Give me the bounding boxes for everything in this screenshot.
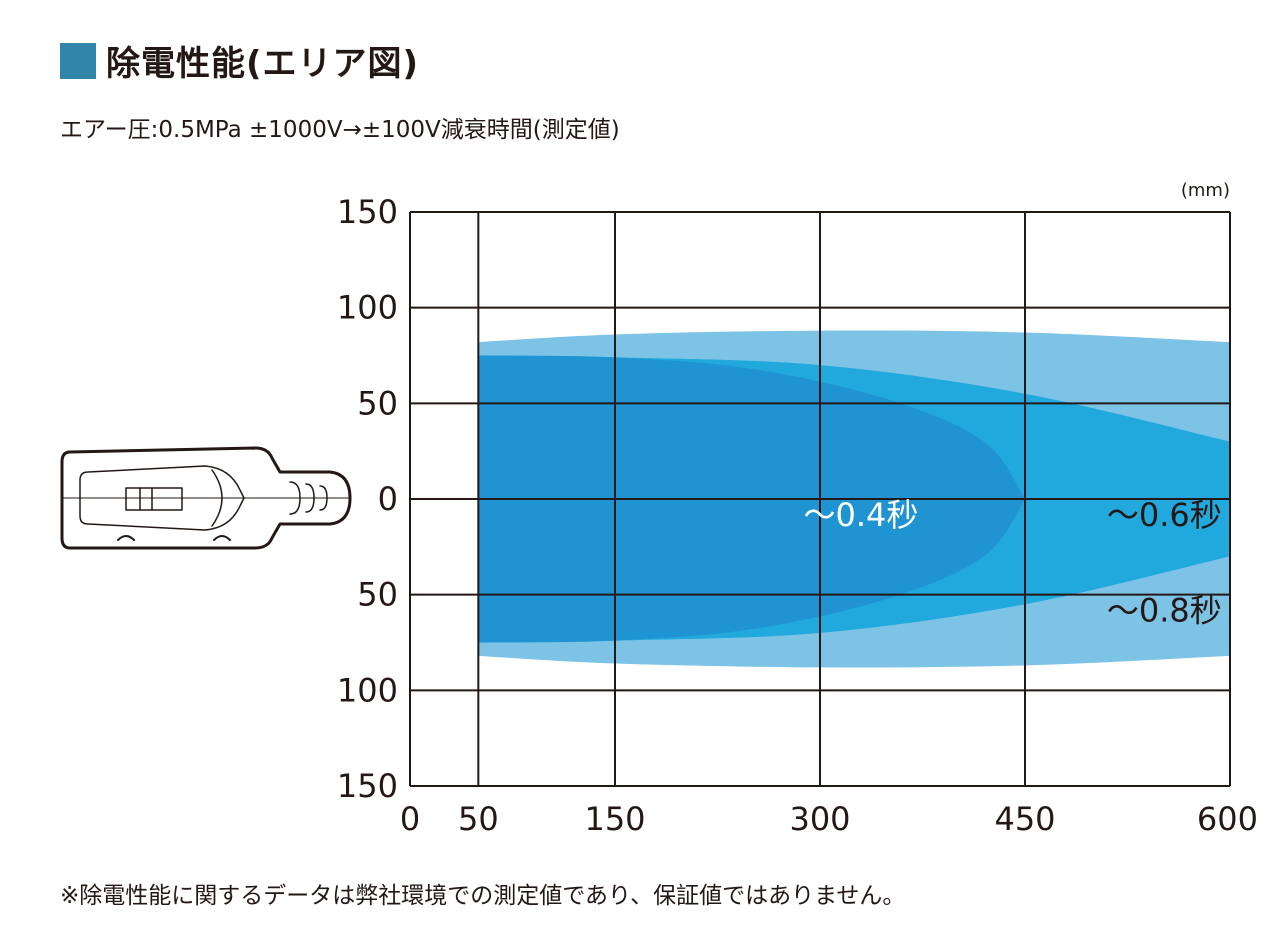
y-tick-label-0: 150 [337,193,398,231]
x-tick-label-3: 300 [789,800,850,838]
x-tick-label-5: 600 [1197,800,1258,838]
zone-label-2: 〜0.8秒 [1107,591,1222,629]
y-tick-label-5: 100 [337,671,398,709]
ionizer-nozzle-outline-icon [60,446,352,550]
x-tick-label-2: 150 [584,800,645,838]
footnote: ※除電性能に関するデータは弊社環境での測定値であり、保証値ではありません。 [60,883,906,909]
zone-label-1: 〜0.6秒 [1107,496,1222,534]
zone-labels: 〜0.4秒 〜0.6秒〜0.8秒 [803,496,1221,630]
chart-subtitle: エアー圧:0.5MPa ±1000V→±100V減衰時間(測定値) [60,117,620,143]
x-tick-label-0: 0 [400,800,420,838]
unit-label: (mm) [1181,180,1230,201]
y-tick-label-1: 100 [337,289,398,327]
x-tick-label-4: 450 [994,800,1055,838]
chart-grid [409,211,1231,787]
zone-label-0: 〜0.4秒 [803,496,918,534]
chart-title-text: 除電性能(エリア図) [106,44,420,84]
x-tick-label-1: 50 [458,800,499,838]
y-tick-label-6: 150 [337,767,398,805]
y-tick-label-3: 0 [378,480,398,518]
y-tick-label-2: 50 [357,384,398,422]
title-square-marker [60,42,96,79]
y-axis-ticks: 150 100 50 0 50 100 150 [337,193,398,805]
chart-title: 除電性能(エリア図) [60,36,419,85]
y-tick-label-4: 50 [357,576,398,614]
x-axis-ticks: 0 50 150 300 450 600 [400,800,1258,838]
